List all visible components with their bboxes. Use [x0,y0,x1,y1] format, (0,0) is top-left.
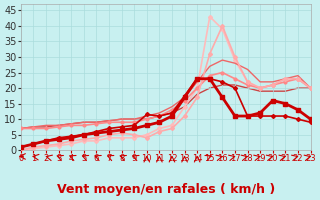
X-axis label: Vent moyen/en rafales ( km/h ): Vent moyen/en rafales ( km/h ) [57,183,275,196]
